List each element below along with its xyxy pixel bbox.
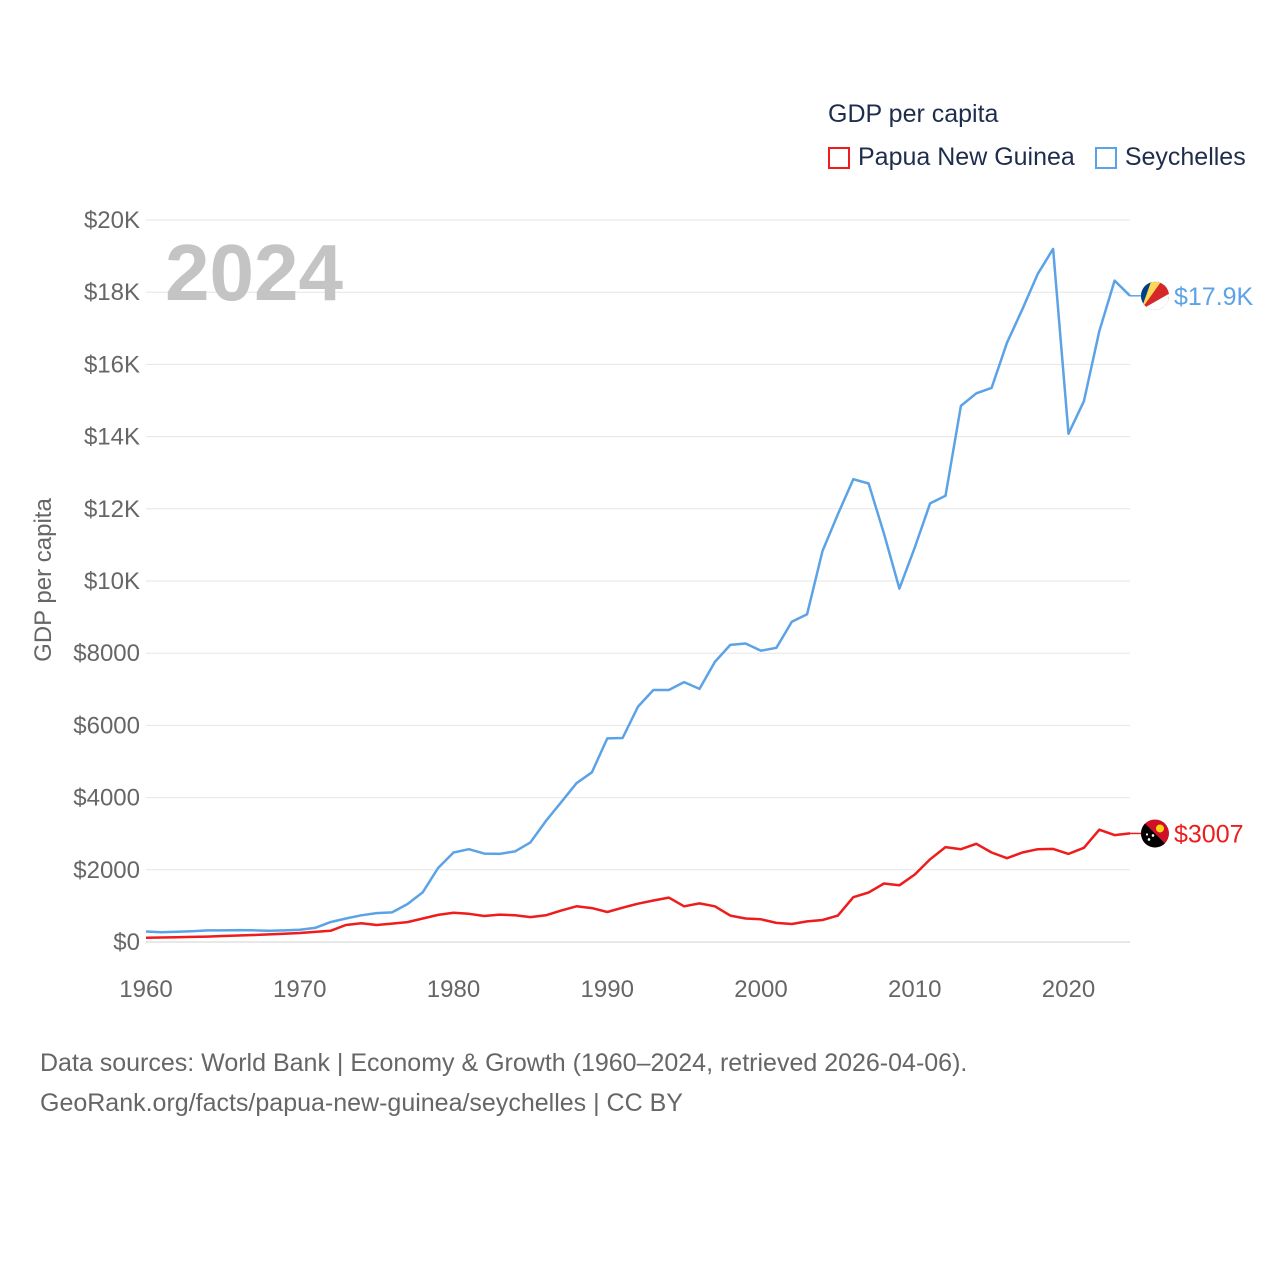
legend-item-seychelles[interactable]: Seychelles (1094, 143, 1246, 172)
legend-label-seychelles: Seychelles (1124, 143, 1246, 171)
flag-icon-papua-new-guinea (1141, 819, 1169, 848)
x-tick-label: 2020 (1042, 976, 1095, 1003)
y-axis-label: GDP per capita (30, 498, 57, 662)
series-end-labels: $3007 $17.9K (1130, 281, 1254, 848)
y-axis-ticks: $0 $2000 $4000 $6000 $8000 $10K $12K $14K $16K $1… (73, 207, 140, 956)
legend-swatch-seychelles (1094, 146, 1117, 169)
footer-link[interactable]: GeoRank.org/facts/papua-new-guinea/seych… (40, 1089, 683, 1117)
y-tick-label: $16K (84, 351, 140, 378)
y-tick-label: $20K (84, 207, 140, 234)
end-label-seychelles: $17.9K (1174, 283, 1254, 311)
y-tick-label: $18K (84, 279, 140, 306)
x-tick-label: 1990 (581, 976, 634, 1003)
x-tick-label: 1970 (273, 976, 326, 1003)
flag-icon-seychelles (1141, 281, 1169, 310)
footer: Data sources: World Bank | Economy & Gro… (40, 1043, 967, 1123)
x-tick-label: 1980 (427, 976, 480, 1003)
series-lines (145, 247, 1131, 939)
y-tick-label: $10K (84, 568, 140, 595)
gridlines (146, 219, 1130, 943)
legend-title: GDP per capita (828, 100, 999, 128)
footer-sources: Data sources: World Bank | Economy & Gro… (40, 1049, 968, 1077)
x-tick-label: 2010 (888, 976, 941, 1003)
y-tick-label: $8000 (73, 640, 140, 667)
y-tick-label: $14K (84, 424, 140, 451)
legend-swatch-papua-new-guinea (828, 146, 850, 169)
y-tick-label: $12K (84, 496, 140, 523)
legend-item-papua-new-guinea[interactable]: Papua New Guinea (828, 143, 1075, 172)
y-tick-label: $4000 (73, 785, 140, 812)
legend: Papua New Guinea Seychelles (828, 143, 1266, 172)
y-tick-label: $6000 (73, 712, 140, 739)
legend-label-papua-new-guinea: Papua New Guinea (858, 143, 1075, 171)
x-tick-label: 2000 (734, 976, 787, 1003)
x-tick-label: 1960 (119, 976, 172, 1003)
year-label: 2024 (165, 228, 343, 317)
end-label-papua-new-guinea: $3007 (1174, 820, 1244, 848)
y-tick-label: $2000 (73, 857, 140, 884)
series-line-seychelles (145, 247, 1131, 934)
series-line-papua-new-guinea (145, 828, 1131, 939)
x-axis-ticks: 1960 1970 1980 1990 2000 2010 2020 (119, 976, 1095, 1003)
y-tick-label: $0 (113, 929, 140, 956)
